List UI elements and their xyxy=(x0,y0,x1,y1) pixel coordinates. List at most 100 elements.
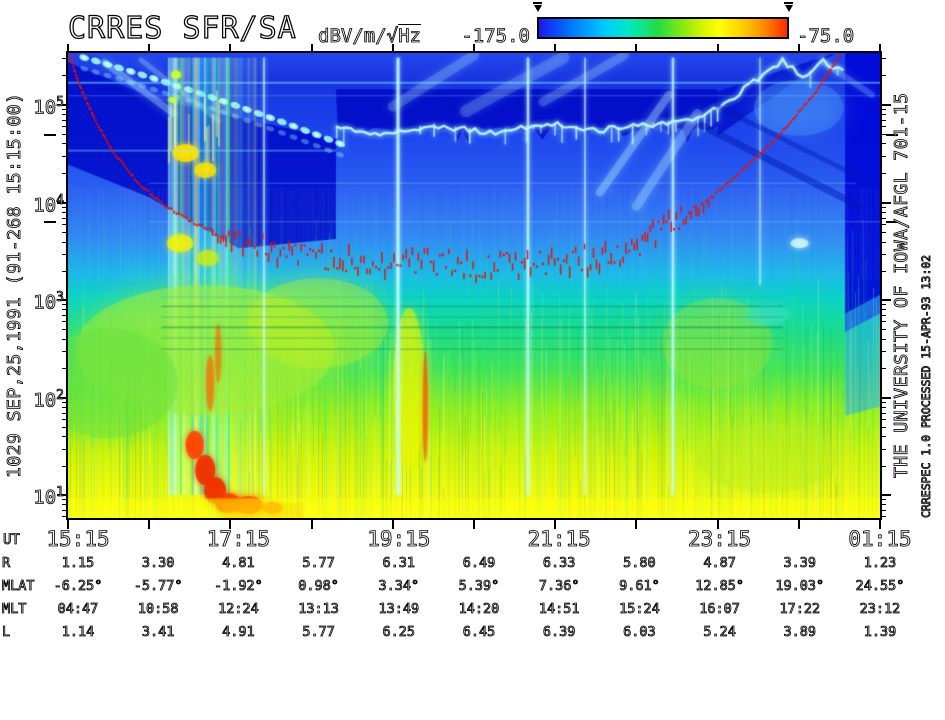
axis-tick xyxy=(62,232,68,233)
axis-tick xyxy=(62,401,68,403)
marker-triangle-icon xyxy=(784,5,793,16)
ephemeris-cell: 04:47 xyxy=(57,601,99,618)
axis-tick xyxy=(391,520,394,529)
axis-tick xyxy=(880,143,886,145)
axis-tick xyxy=(880,368,886,369)
ephemeris-cell: 6.31 xyxy=(382,555,416,572)
axis-tick xyxy=(554,520,557,529)
ut-time-label: 01:15 xyxy=(848,527,912,552)
ephemeris-cell: 1.15 xyxy=(61,555,95,572)
axis-tick xyxy=(57,103,68,106)
ephemeris-cell: 14:20 xyxy=(458,601,500,618)
axis-tick xyxy=(229,520,232,529)
marker-bar xyxy=(533,2,542,4)
axis-tick xyxy=(880,412,886,414)
axis-tick xyxy=(57,396,68,399)
ephemeris-cell: 6.39 xyxy=(542,624,576,641)
y-axis-tick-label: 105 xyxy=(33,94,65,119)
spectrogram-canvas xyxy=(68,53,880,518)
axis-tick xyxy=(880,503,886,505)
ephemeris-cell: 5.77 xyxy=(302,555,335,572)
ephemeris-cell: 5.24 xyxy=(703,624,736,641)
y-axis-tick-label: 104 xyxy=(33,193,65,217)
ephemeris-row-label: MLT xyxy=(2,601,27,618)
colorbar-max-label: -75.0 xyxy=(797,25,855,48)
ephemeris-cell: 1.39 xyxy=(863,624,897,641)
axis-tick xyxy=(886,220,898,223)
axis-tick xyxy=(62,350,68,352)
ut-time-label: 15:15 xyxy=(46,527,110,552)
ephemeris-row-label: L xyxy=(2,624,11,641)
axis-tick xyxy=(62,419,68,421)
colorbar-left-marker-icon xyxy=(533,2,542,16)
axis-tick xyxy=(635,44,638,51)
ephemeris-cell: 3.89 xyxy=(783,624,817,641)
axis-tick xyxy=(57,202,68,204)
chart-title: CRRES SFR/SA xyxy=(67,10,297,46)
axis-tick xyxy=(716,520,719,529)
axis-tick xyxy=(880,206,886,208)
axis-tick xyxy=(880,271,886,272)
ephemeris-cell: 12:24 xyxy=(218,601,259,618)
ephemeris-cell: -5.77° xyxy=(133,578,183,595)
axis-tick xyxy=(62,119,68,121)
axis-tick xyxy=(886,133,898,136)
axis-tick xyxy=(62,503,68,505)
axis-tick xyxy=(880,133,886,135)
ut-axis-label: UT xyxy=(3,532,21,549)
axis-tick xyxy=(62,212,68,213)
axis-tick xyxy=(880,299,891,301)
axis-tick xyxy=(67,44,69,51)
axis-tick xyxy=(880,426,886,428)
axis-tick xyxy=(880,155,886,157)
axis-tick xyxy=(716,44,719,51)
axis-tick xyxy=(880,119,886,121)
axis-tick xyxy=(880,350,886,352)
axis-tick xyxy=(879,520,881,529)
axis-tick xyxy=(880,202,891,204)
axis-tick xyxy=(880,217,886,219)
axis-tick xyxy=(62,206,68,208)
ephemeris-cell: 4.91 xyxy=(222,624,255,641)
axis-tick xyxy=(635,520,638,529)
left-axis-caption: 1029 SEP,25,1991 (91-268 15:15:00) xyxy=(4,92,26,479)
axis-tick xyxy=(880,338,886,340)
axis-tick xyxy=(880,516,886,518)
axis-tick xyxy=(62,155,68,157)
axis-tick xyxy=(62,74,68,76)
ephemeris-cell: 24.55° xyxy=(855,578,905,595)
ut-time-label: 23:15 xyxy=(687,527,752,552)
axis-tick xyxy=(880,57,886,59)
axis-tick xyxy=(880,241,886,243)
unit-prefix: dBV/m/ xyxy=(318,25,387,48)
axis-tick xyxy=(62,172,68,174)
spectrogram-frame xyxy=(66,51,882,520)
axis-tick xyxy=(880,309,886,310)
ephemeris-cell: 4.81 xyxy=(222,555,255,572)
marker-triangle-icon xyxy=(533,5,542,16)
axis-tick xyxy=(62,241,68,243)
axis-tick xyxy=(880,498,886,500)
ephemeris-cell: 4.87 xyxy=(703,555,736,572)
colorbar-right-marker-icon xyxy=(784,2,793,16)
axis-tick xyxy=(880,321,886,323)
axis-tick xyxy=(880,113,886,115)
colorbar xyxy=(537,17,789,39)
ut-time-label: 17:15 xyxy=(206,527,270,552)
axis-tick xyxy=(880,493,891,496)
ephemeris-cell: 9.61° xyxy=(619,578,660,595)
axis-tick xyxy=(880,436,886,438)
ephemeris-cell: 14:51 xyxy=(538,601,580,618)
axis-tick xyxy=(62,321,68,323)
colorbar-unit-label: dBV/m/√Hz xyxy=(318,25,422,48)
ephemeris-cell: 6.45 xyxy=(462,624,496,641)
axis-tick xyxy=(880,448,886,450)
axis-tick xyxy=(62,143,68,145)
axis-tick xyxy=(62,509,68,511)
ephemeris-cell: 5.77 xyxy=(302,624,335,641)
axis-tick xyxy=(62,303,68,305)
axis-tick xyxy=(880,509,886,511)
axis-tick xyxy=(880,126,886,128)
axis-tick xyxy=(880,419,886,421)
